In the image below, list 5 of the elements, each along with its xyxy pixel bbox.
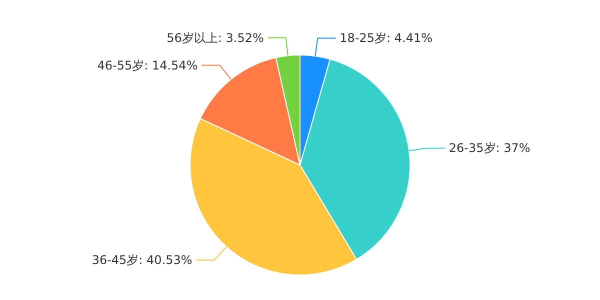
slice-label: 36-45岁: 40.53% — [92, 253, 192, 268]
slice-label: 46-55岁: 14.54% — [97, 58, 198, 72]
slice-label: 56岁以上: 3.52% — [166, 30, 264, 45]
slice-label: 18-25岁: 4.41% — [340, 31, 433, 46]
slice-label: 26-35岁: 37% — [448, 141, 530, 156]
